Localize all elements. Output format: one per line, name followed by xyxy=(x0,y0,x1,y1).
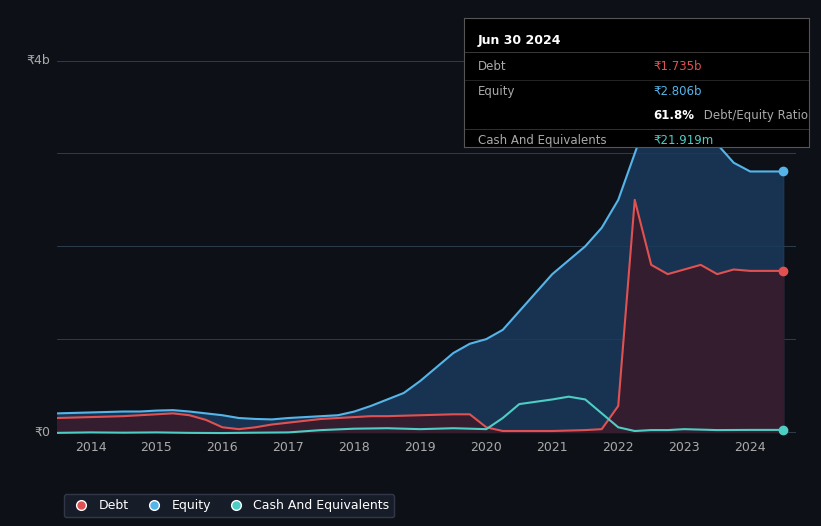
Text: Cash And Equivalents: Cash And Equivalents xyxy=(478,135,606,147)
Text: ₹1.735b: ₹1.735b xyxy=(654,59,702,73)
Text: Equity: Equity xyxy=(478,85,515,98)
Text: ₹21.919m: ₹21.919m xyxy=(654,135,713,147)
Text: Jun 30 2024: Jun 30 2024 xyxy=(478,34,562,47)
Text: Debt/Equity Ratio: Debt/Equity Ratio xyxy=(700,109,808,122)
Text: ₹0: ₹0 xyxy=(34,426,50,439)
Text: ₹2.806b: ₹2.806b xyxy=(654,85,702,98)
Text: 61.8%: 61.8% xyxy=(654,109,695,122)
Text: Debt: Debt xyxy=(478,59,507,73)
Legend: Debt, Equity, Cash And Equivalents: Debt, Equity, Cash And Equivalents xyxy=(64,494,394,517)
Text: ₹4b: ₹4b xyxy=(26,54,50,67)
